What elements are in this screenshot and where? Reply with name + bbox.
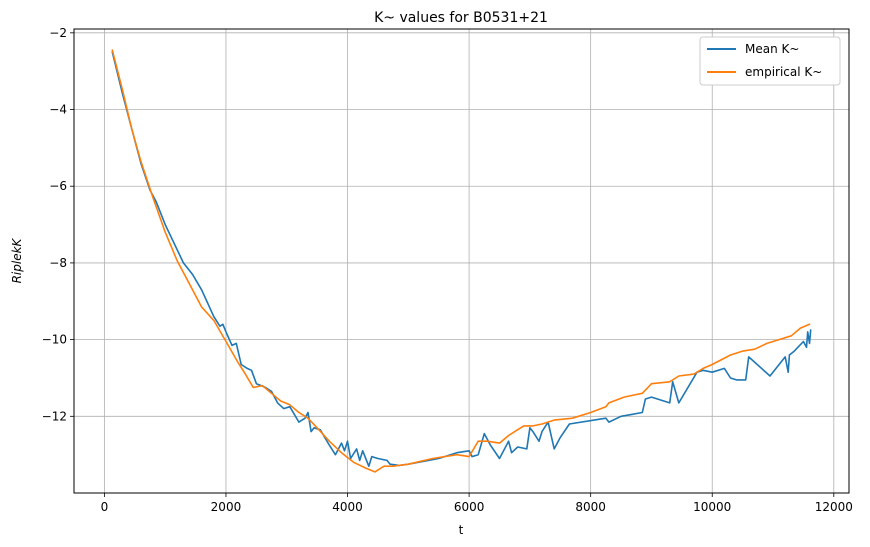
legend-label-mean: Mean K~ (745, 42, 799, 56)
x-tick-label: 12000 (815, 500, 853, 514)
legend: Mean K~ empirical K~ (699, 36, 841, 86)
x-tick-label: 6000 (454, 500, 485, 514)
x-tick-label: 2000 (211, 500, 242, 514)
y-tick-label: −10 (42, 333, 67, 347)
y-tick-label: −4 (49, 103, 67, 117)
x-axis: 0 2000 4000 6000 8000 10000 12000 (101, 493, 853, 514)
y-axis: −12 −10 −8 −6 −4 −2 (42, 26, 74, 423)
chart-title: K~ values for B0531+21 (374, 10, 548, 26)
y-tick-label: −8 (49, 256, 67, 270)
x-tick-label: 4000 (332, 500, 363, 514)
legend-label-empirical: empirical K~ (745, 65, 822, 79)
x-tick-label: 8000 (575, 500, 606, 514)
y-axis-label: RiplekK (10, 237, 24, 283)
x-axis-label: t (459, 523, 464, 537)
series-line-mean (111, 51, 812, 467)
grid (74, 29, 849, 493)
series-layer (111, 49, 812, 473)
y-tick-label: −2 (49, 26, 67, 40)
y-tick-label: −12 (42, 409, 67, 423)
x-tick-label: 0 (101, 500, 109, 514)
y-tick-label: −6 (49, 179, 67, 193)
x-tick-label: 10000 (693, 500, 731, 514)
plot-frame (73, 28, 850, 494)
series-line-empirical (111, 49, 811, 473)
